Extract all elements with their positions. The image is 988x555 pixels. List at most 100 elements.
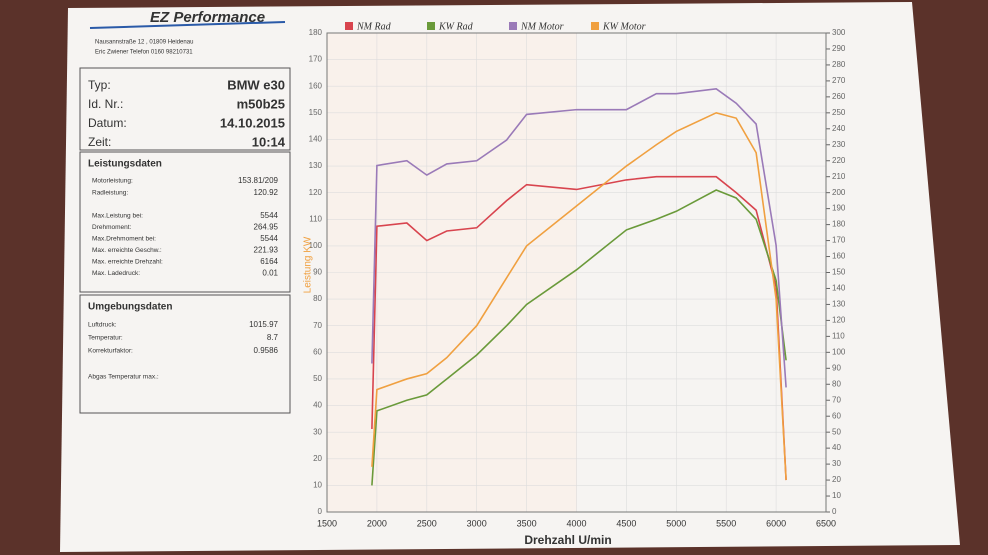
performance-box — [79, 151, 291, 293]
y2-tick-label: 80 — [832, 379, 841, 388]
y-tick-label: 170 — [309, 55, 323, 64]
y2-tick-label: 120 — [832, 316, 846, 325]
row-label: Drehmoment: — [92, 224, 132, 231]
y2-tick-label: 10 — [832, 491, 841, 500]
y2-tick-label: 70 — [832, 395, 841, 404]
row-value: 0.01 — [262, 269, 278, 278]
x-tick-label: 4000 — [566, 518, 586, 528]
y-tick-label: 160 — [309, 81, 323, 90]
section-title: Leistungsdaten — [88, 159, 162, 170]
x-axis-label: Drehzahl U/min — [524, 533, 611, 547]
x-tick-label: 2500 — [417, 518, 437, 528]
y2-tick-label: 110 — [832, 331, 845, 340]
legend-label: KW Rad — [438, 21, 474, 32]
vehicle-label: Datum: — [88, 116, 127, 130]
row-label: Radleistung: — [92, 190, 128, 197]
plot-frame — [326, 32, 827, 513]
y2-tick-label: 270 — [832, 76, 846, 85]
x-tick-label: 3000 — [467, 518, 487, 528]
y-tick-label: 140 — [309, 135, 323, 144]
y2-tick-label: 100 — [832, 347, 846, 356]
y2-tick-label: 150 — [832, 268, 846, 277]
y-tick-label: 100 — [309, 241, 323, 250]
y2-tick-label: 300 — [832, 28, 846, 37]
row-value: 221.93 — [254, 246, 279, 255]
legend-swatch — [591, 22, 599, 30]
row-value: 5544 — [260, 234, 278, 243]
row-label: Max. erreichte Geschw.: — [92, 247, 162, 254]
vehicle-label: Typ: — [88, 78, 111, 92]
y-tick-label: 120 — [309, 188, 323, 197]
vehicle-value: 10:14 — [252, 134, 286, 149]
environment-box — [79, 294, 291, 414]
y2-tick-label: 210 — [832, 172, 846, 181]
y-tick-label: 10 — [313, 480, 322, 489]
row-label: Max.Leistung bei: — [92, 213, 143, 220]
y-tick-label: 70 — [313, 321, 322, 330]
y2-tick-label: 40 — [832, 443, 841, 452]
legend-label: KW Motor — [602, 21, 646, 32]
logo: EZ Performance — [150, 9, 265, 26]
y-tick-label: 50 — [313, 374, 322, 383]
address-line: Eric Zwiener Telefon 0160 98210731 — [95, 50, 193, 56]
x-tick-label: 1500 — [317, 518, 337, 528]
y-axis-label: Leistung KW — [303, 236, 314, 293]
x-tick-label: 6000 — [766, 518, 786, 528]
y-tick-label: 30 — [313, 427, 322, 436]
row-value: 6164 — [260, 257, 278, 266]
y-tick-label: 110 — [309, 214, 322, 223]
y-tick-label: 180 — [309, 28, 323, 37]
row-label: Motorleistung: — [92, 178, 133, 185]
y2-tick-label: 170 — [832, 236, 846, 245]
y2-tick-label: 130 — [832, 300, 846, 309]
y-tick-label: 60 — [313, 347, 322, 356]
x-tick-label: 6500 — [816, 518, 836, 528]
y2-tick-label: 180 — [832, 220, 846, 229]
y2-tick-label: 50 — [832, 427, 841, 436]
x-tick-label: 5000 — [666, 518, 686, 528]
row-value: 153.81/209 — [238, 176, 279, 185]
y-tick-label: 150 — [309, 108, 323, 117]
y2-tick-label: 200 — [832, 188, 846, 197]
row-value: 5544 — [260, 211, 278, 220]
row-label: Max. erreichte Drehzahl: — [92, 259, 163, 266]
legend-label: NM Motor — [520, 21, 564, 32]
logo-rule — [89, 21, 286, 29]
y2-tick-label: 20 — [832, 475, 841, 484]
address-line: Nausannstraße 12 , 01809 Heidenau — [95, 40, 193, 46]
vehicle-value: 14.10.2015 — [220, 115, 285, 130]
y2-tick-label: 0 — [832, 507, 837, 516]
y2-tick-label: 240 — [832, 124, 846, 133]
row-label: Luftdruck: — [88, 322, 117, 329]
y2-tick-label: 220 — [832, 156, 846, 165]
y-tick-label: 0 — [318, 507, 323, 516]
row-value: 1015.97 — [249, 320, 278, 329]
legend-swatch — [345, 22, 353, 30]
row-label: Max. Ladedruck: — [92, 270, 140, 277]
x-tick-label: 4500 — [616, 518, 636, 528]
y2-tick-label: 30 — [832, 459, 841, 468]
y-tick-label: 40 — [313, 401, 322, 410]
series-line — [371, 111, 787, 481]
row-value: 8.7 — [267, 333, 279, 342]
vehicle-box — [79, 67, 291, 151]
series-line — [371, 175, 787, 481]
y-tick-label: 20 — [313, 454, 322, 463]
y2-tick-label: 90 — [832, 363, 841, 372]
y2-tick-label: 250 — [832, 108, 846, 117]
y-tick-label: 80 — [313, 294, 322, 303]
vehicle-value: m50b25 — [237, 96, 285, 111]
y2-tick-label: 230 — [832, 140, 846, 149]
y2-tick-label: 160 — [832, 252, 846, 261]
vehicle-value: BMW e30 — [227, 77, 285, 92]
x-tick-label: 5500 — [716, 518, 736, 528]
row-value: 0.9586 — [254, 346, 279, 355]
series-line — [371, 88, 787, 388]
y2-tick-label: 140 — [832, 284, 846, 293]
note: Abgas Temperatur max.: — [88, 374, 159, 381]
row-label: Temperatur: — [88, 335, 123, 342]
legend-label: NM Rad — [356, 21, 392, 32]
x-tick-label: 3500 — [517, 518, 537, 528]
series-line — [371, 189, 787, 486]
